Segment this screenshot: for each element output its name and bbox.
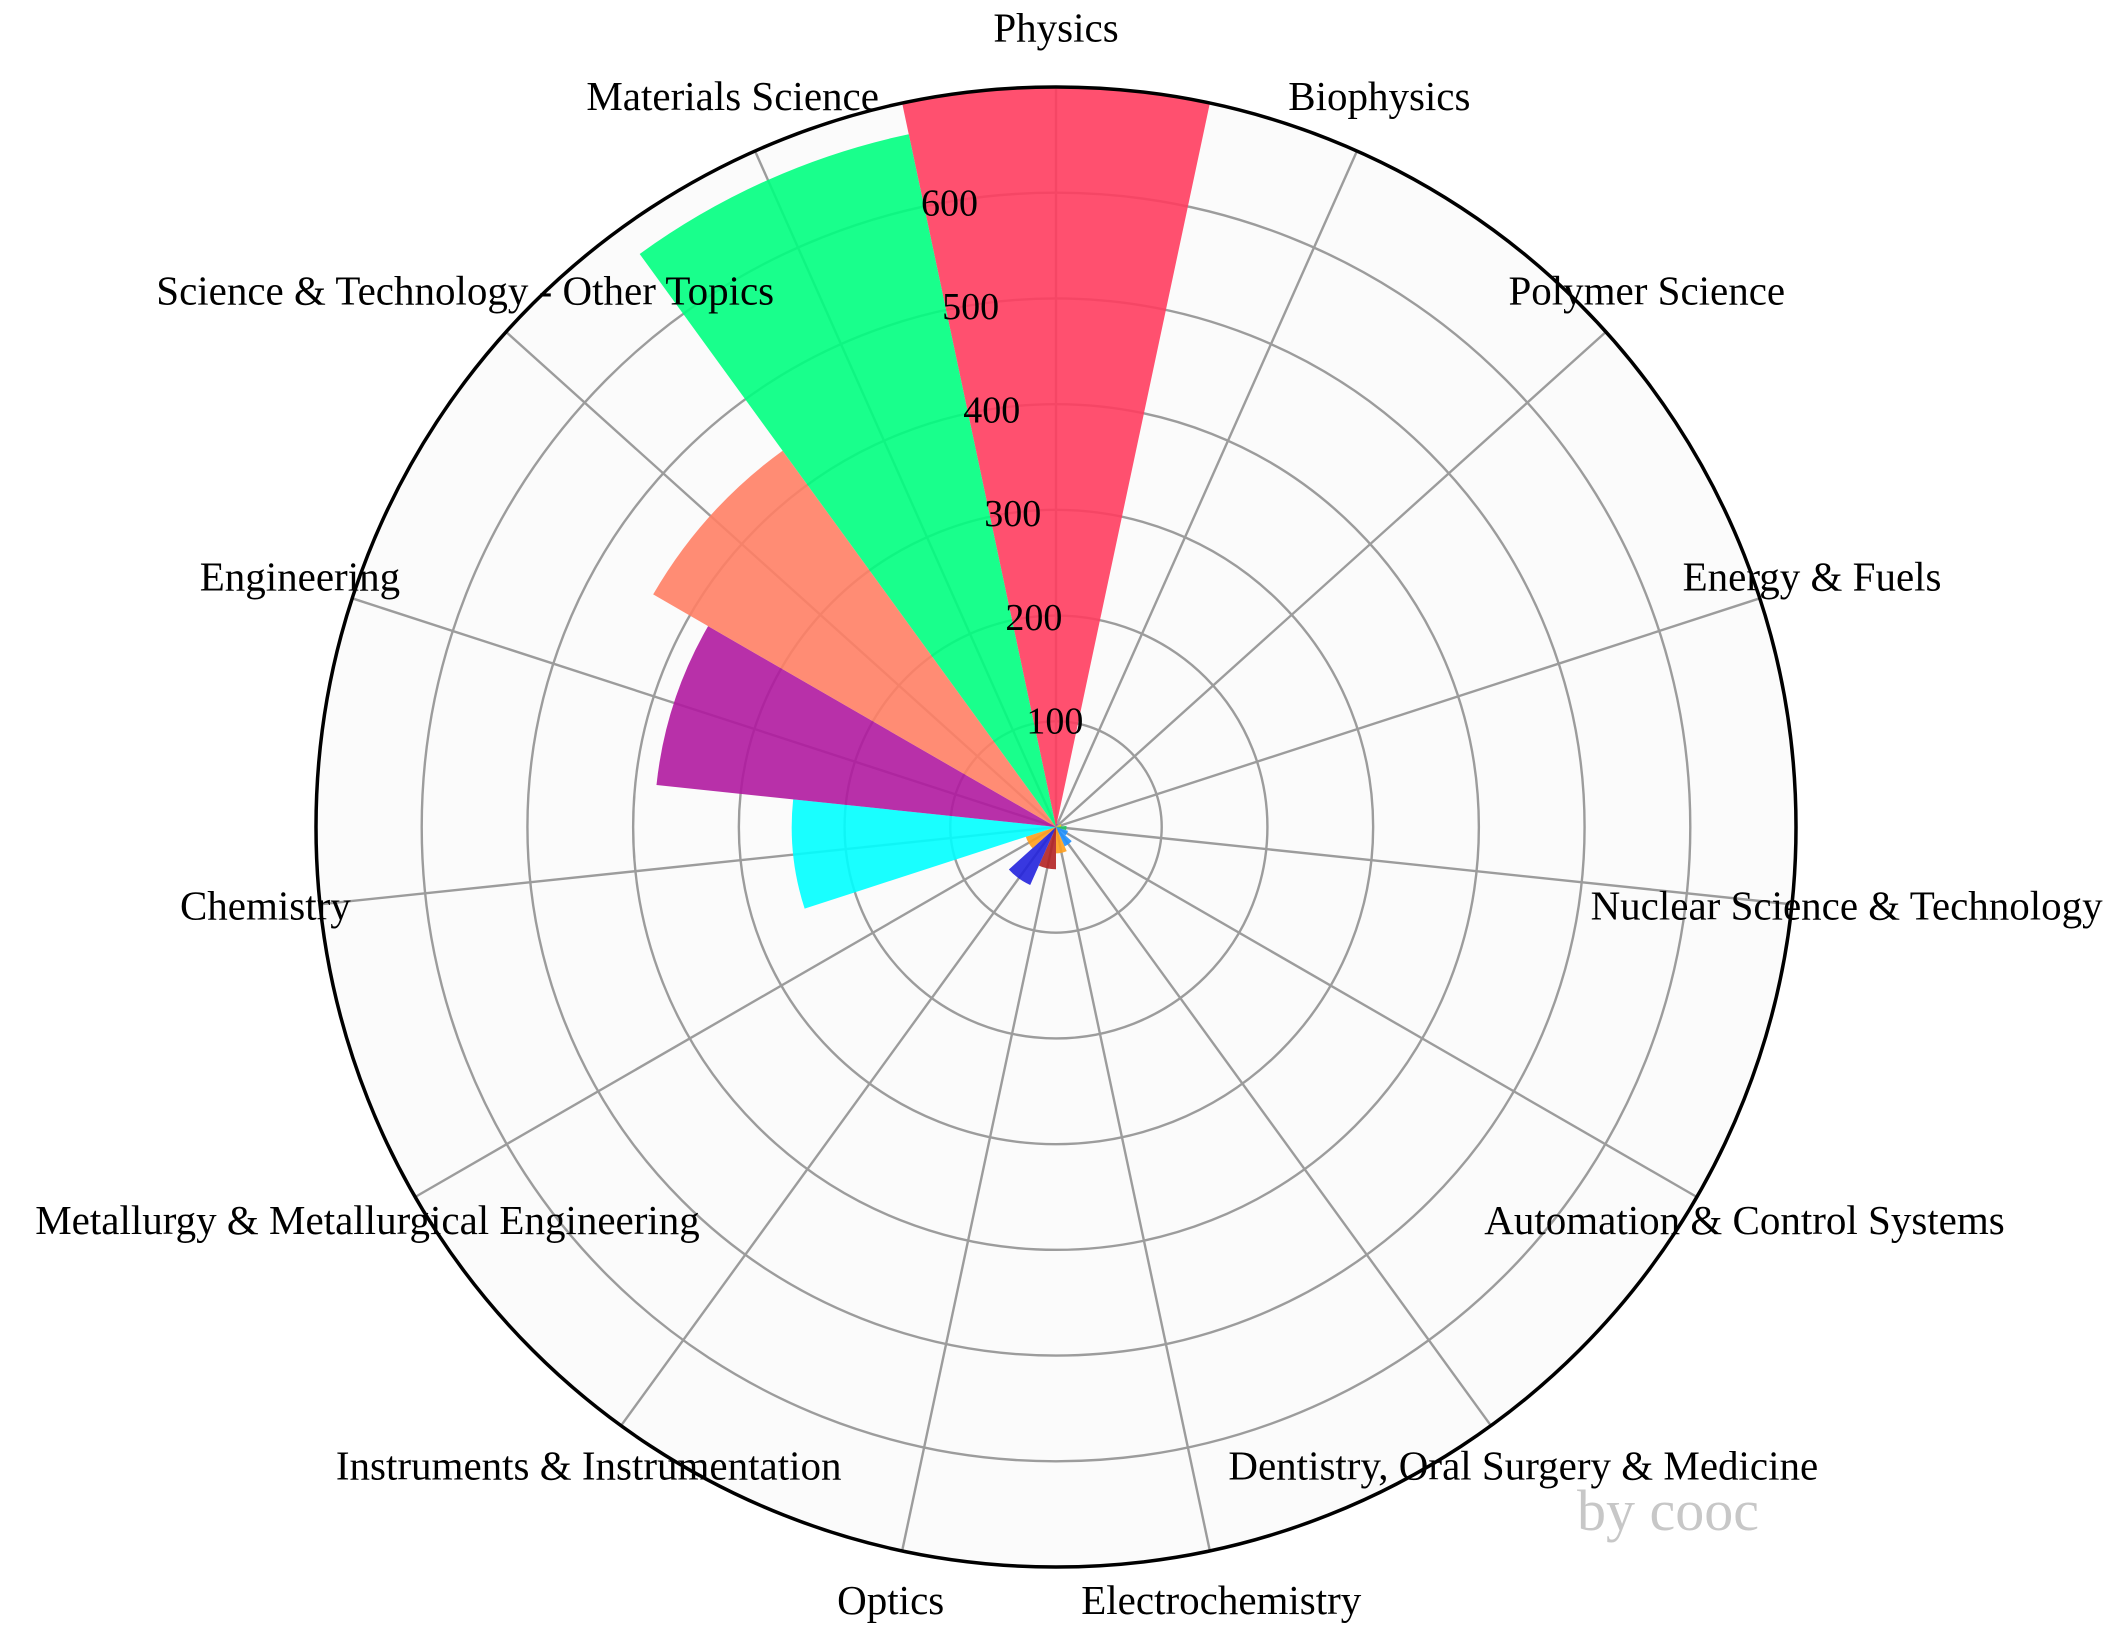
radial-tick-label: 500 xyxy=(942,286,999,328)
radial-tick-label: 300 xyxy=(984,493,1041,535)
grid-spoke xyxy=(1054,150,1359,828)
category-label: Nuclear Science & Technology xyxy=(1591,883,2104,929)
bar-materials-science xyxy=(639,134,1056,828)
category-label: Polymer Science xyxy=(1508,267,1785,313)
bar-electrochemistry xyxy=(1056,827,1067,854)
category-label: Physics xyxy=(993,4,1118,50)
plot-border xyxy=(314,85,1798,1569)
category-label: Dentistry, Oral Surgery & Medicine xyxy=(1228,1443,1818,1489)
grid-spoke xyxy=(900,826,1058,1552)
bar-polymer-science xyxy=(1056,823,1060,827)
radial-tick-label: 200 xyxy=(1005,597,1062,639)
bar-metallurgy-and-metallurgical-engineering xyxy=(1025,827,1056,849)
bar-nuclear-science-and-technology xyxy=(1056,825,1067,831)
bar-automation-and-control-systems xyxy=(1056,827,1069,836)
bar-engineering xyxy=(656,626,1056,827)
category-labels: Physics Biophysics Polymer Science Energy &… xyxy=(35,4,2103,1623)
bar-science-and-technology-other-topics xyxy=(653,450,1056,827)
category-label: Automation & Control Systems xyxy=(1484,1197,2005,1243)
radial-tick-labels: 100 200 300 400 500 600 xyxy=(921,182,1083,742)
bar-chemistry xyxy=(791,799,1056,909)
bar-instruments-and-instrumentation xyxy=(1008,827,1056,885)
grid-spoke xyxy=(1055,825,1793,906)
bar-biophysics xyxy=(1056,823,1058,827)
grid-spoke xyxy=(620,826,1057,1427)
grid-spoke xyxy=(1055,597,1761,829)
category-label: Metallurgy & Metallurgical Engineering xyxy=(35,1197,700,1243)
radial-tick-label: 400 xyxy=(963,390,1020,432)
radial-tick-label: 100 xyxy=(1026,700,1083,742)
outer-circle xyxy=(314,85,1798,1569)
category-label: Electrochemistry xyxy=(1081,1577,1362,1623)
category-label: Chemistry xyxy=(180,883,351,929)
grid-spoke xyxy=(1055,825,1698,1199)
bar-dentistry-oral-surgery-and-medicine xyxy=(1056,827,1072,847)
category-label: Engineering xyxy=(200,554,400,600)
category-label: Biophysics xyxy=(1288,73,1470,119)
bar-optics xyxy=(1038,827,1056,870)
grid-spoke xyxy=(1055,330,1607,828)
grid-spoke xyxy=(1055,826,1492,1427)
bar-physics xyxy=(902,87,1210,827)
category-label: Science & Technology - Other Topics xyxy=(156,267,774,313)
category-label: Instruments & Instrumentation xyxy=(336,1443,842,1489)
grid-spoke xyxy=(1054,826,1212,1552)
category-label: Optics xyxy=(837,1577,944,1623)
category-label: Materials Science xyxy=(586,73,879,119)
watermark-text: by cooc xyxy=(1577,1478,1759,1543)
bars xyxy=(639,87,1210,909)
category-label: Energy & Fuels xyxy=(1683,554,1942,600)
radial-tick-label: 600 xyxy=(921,182,978,224)
bar-energy-and-fuels xyxy=(1056,824,1062,827)
grid-spoke xyxy=(414,825,1057,1199)
